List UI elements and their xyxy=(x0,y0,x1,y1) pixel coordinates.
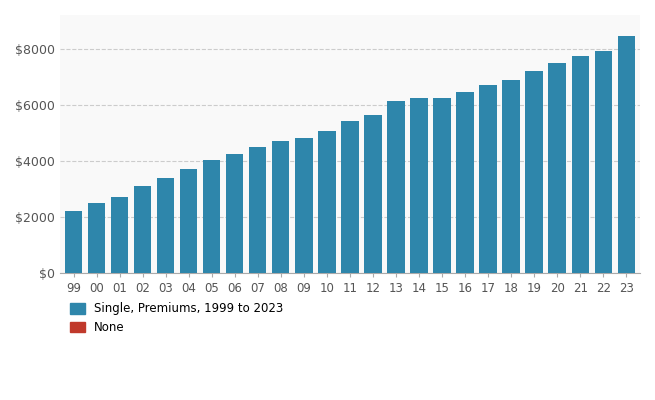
Bar xyxy=(295,138,312,273)
Bar xyxy=(502,80,519,273)
Bar xyxy=(411,98,428,273)
Bar xyxy=(111,197,128,273)
Bar xyxy=(618,36,635,273)
Bar xyxy=(157,178,174,273)
Bar xyxy=(457,92,474,273)
Bar xyxy=(387,101,405,273)
Bar xyxy=(548,64,566,273)
Bar xyxy=(226,154,244,273)
Bar xyxy=(134,186,151,273)
Bar xyxy=(203,160,221,273)
Bar xyxy=(88,204,105,273)
Bar xyxy=(434,98,451,273)
Bar xyxy=(272,141,290,273)
Bar xyxy=(479,85,496,273)
Legend: Single, Premiums, 1999 to 2023, None: Single, Premiums, 1999 to 2023, None xyxy=(66,298,288,339)
Bar xyxy=(364,116,382,273)
Bar xyxy=(318,131,335,273)
Bar xyxy=(65,211,83,273)
Bar xyxy=(595,51,612,273)
Bar xyxy=(525,71,543,273)
Bar xyxy=(341,121,358,273)
Bar xyxy=(180,169,197,273)
Bar xyxy=(249,147,267,273)
Bar xyxy=(572,56,589,273)
